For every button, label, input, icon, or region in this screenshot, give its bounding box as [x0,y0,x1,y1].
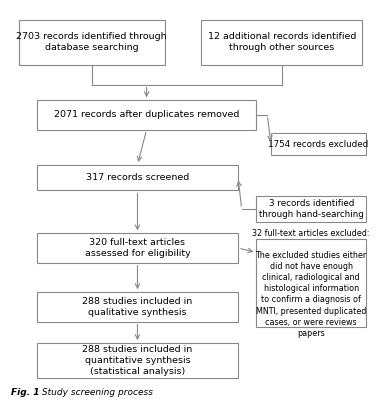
Text: Study screening process: Study screening process [39,388,153,397]
FancyBboxPatch shape [256,239,366,327]
Text: 320 full-text articles
assessed for eligibility: 320 full-text articles assessed for elig… [85,238,190,258]
Text: 3 records identified
through hand-searching: 3 records identified through hand-search… [259,199,363,219]
FancyBboxPatch shape [37,233,238,263]
FancyBboxPatch shape [37,100,256,130]
Text: 2071 records after duplicates removed: 2071 records after duplicates removed [54,111,239,120]
Text: 288 studies included in
quantitative synthesis
(statistical analysis): 288 studies included in quantitative syn… [82,345,192,376]
FancyBboxPatch shape [37,165,238,190]
Text: 2703 records identified through
database searching: 2703 records identified through database… [16,32,167,53]
Text: 32 full-text articles excluded:

The excluded studies either
did not have enough: 32 full-text articles excluded: The excl… [253,229,370,338]
Text: Fig. 1: Fig. 1 [11,388,40,397]
FancyBboxPatch shape [256,196,366,222]
FancyBboxPatch shape [37,343,238,378]
FancyBboxPatch shape [202,20,362,65]
Text: 317 records screened: 317 records screened [86,173,189,182]
FancyBboxPatch shape [19,20,165,65]
FancyBboxPatch shape [37,292,238,322]
Text: 288 studies included in
qualitative synthesis: 288 studies included in qualitative synt… [82,297,192,317]
Text: 12 additional records identified
through other sources: 12 additional records identified through… [208,32,356,53]
Text: 1754 records excluded: 1754 records excluded [268,140,369,149]
FancyBboxPatch shape [271,133,366,155]
